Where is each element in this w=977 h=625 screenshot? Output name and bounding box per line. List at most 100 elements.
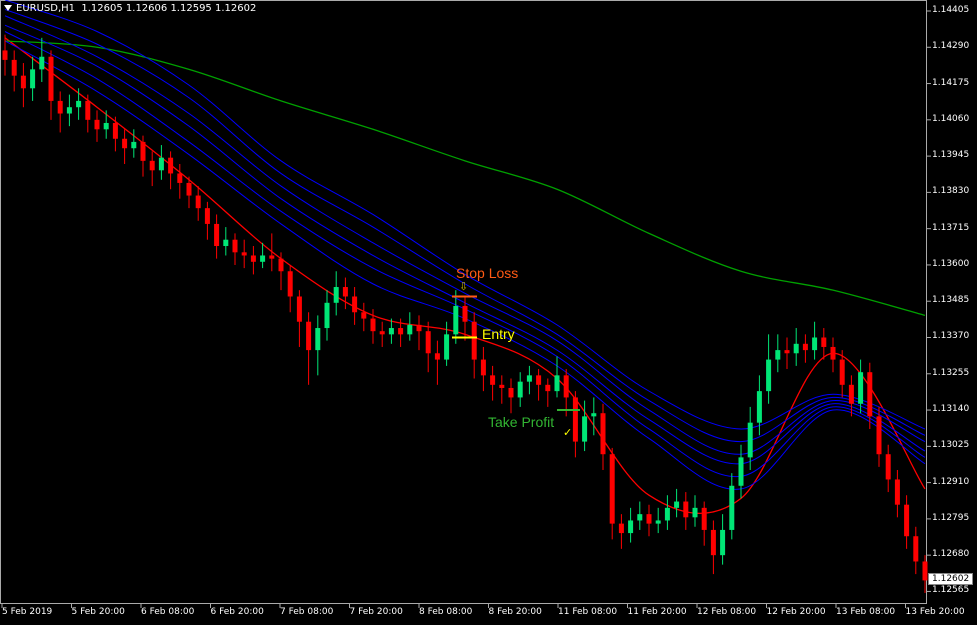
candle-body — [536, 375, 542, 385]
price-tick-label: 1.13140 — [932, 404, 970, 415]
bear-candle — [352, 287, 358, 325]
price-tick-label: 1.14405 — [932, 5, 970, 15]
candle-body — [545, 384, 551, 392]
bear-candle — [462, 296, 468, 341]
price-tick-label: 1.13945 — [932, 150, 970, 161]
bear-candle — [913, 526, 919, 575]
ma-slow-line — [4, 40, 926, 317]
bear-candle — [287, 264, 293, 313]
bear-candle — [379, 321, 385, 347]
candle-body — [802, 343, 808, 351]
candle-body — [913, 536, 919, 562]
candle-body — [416, 324, 422, 332]
bear-candle — [904, 495, 910, 549]
ribbon-line — [4, 8, 926, 443]
bear-candle — [361, 302, 367, 332]
time-tick-label: 6 Feb 08:00 — [141, 607, 195, 617]
bull-candle — [729, 473, 735, 540]
bull-candle — [76, 88, 82, 120]
bear-candle — [57, 91, 63, 133]
candle-body — [186, 182, 192, 196]
price-tick-label: 1.14290 — [932, 41, 970, 52]
candle-body — [407, 324, 413, 335]
bear-candle — [94, 110, 100, 142]
bull-candle — [655, 507, 661, 534]
candle-body — [563, 375, 569, 398]
price-tick-label: 1.12680 — [932, 549, 970, 560]
time-tick-label: 5 Feb 2019 — [2, 607, 53, 617]
dropdown-triangle-icon[interactable] — [4, 5, 12, 11]
bull-candle — [674, 488, 680, 518]
candle-body — [729, 485, 735, 530]
bull-candle — [407, 312, 413, 341]
bear-candle — [296, 290, 302, 347]
candle-body — [158, 157, 164, 171]
candle-body — [57, 100, 63, 114]
bear-candle — [683, 492, 689, 530]
bull-candle — [30, 56, 36, 101]
bear-candle — [839, 350, 845, 398]
ribbon-line — [4, 24, 926, 465]
bear-candle — [416, 315, 422, 351]
price-tick-label: 1.13485 — [932, 295, 970, 306]
bear-candle — [250, 246, 256, 275]
bull-candle — [39, 37, 45, 82]
bull-candle — [66, 94, 72, 127]
candles — [2, 34, 928, 594]
candle-body — [112, 122, 118, 139]
candle-body — [48, 56, 54, 101]
candle-body — [591, 413, 597, 417]
candle-body — [674, 501, 680, 508]
candle-body — [821, 337, 827, 347]
candle-body — [250, 255, 256, 262]
price-tick-label: 1.13025 — [932, 440, 970, 451]
price-tick-label: 1.13830 — [932, 186, 970, 197]
time-tick-label: 13 Feb 20:00 — [905, 607, 965, 617]
candle-body — [600, 413, 606, 455]
price-tick-label: 1.13715 — [932, 222, 970, 233]
plot-border — [0, 0, 927, 604]
candle-body — [333, 287, 339, 303]
bear-candle — [168, 151, 174, 190]
candle-body — [444, 334, 450, 360]
bull-candle — [756, 375, 762, 436]
candle-body — [664, 507, 670, 521]
candle-body — [471, 321, 477, 360]
chart-title: EURUSD,H1 1.12605 1.12606 1.12595 1.1260… — [4, 3, 256, 14]
time-tick-label: 5 Feb 20:00 — [71, 607, 125, 617]
bear-candle — [480, 346, 486, 392]
candle-body — [738, 457, 744, 486]
candle-body — [260, 255, 266, 262]
bear-candle — [536, 369, 542, 401]
candle-body — [30, 69, 36, 89]
candle-body — [894, 479, 900, 505]
bear-candle — [572, 391, 578, 458]
candle-body — [122, 138, 128, 149]
candle-body — [2, 50, 8, 60]
candle-body — [324, 302, 330, 329]
bear-candle — [434, 340, 440, 385]
candle-body — [94, 119, 100, 130]
candle-body — [103, 122, 109, 130]
bear-candle — [618, 514, 624, 549]
bear-candle — [701, 501, 707, 546]
candle-body — [867, 372, 873, 417]
time-tick-label: 12 Feb 08:00 — [697, 607, 757, 617]
bull-candle — [444, 321, 450, 366]
candle-body — [453, 305, 459, 335]
bear-candle — [425, 321, 431, 373]
ribbon-line — [4, 31, 926, 477]
price-tick-label: 1.14175 — [932, 77, 970, 88]
trade-markers — [452, 295, 580, 412]
time-tick-label: 11 Feb 08:00 — [558, 607, 618, 617]
candle-body — [692, 507, 698, 518]
time-tick-label: 13 Feb 08:00 — [836, 607, 896, 617]
entry-label: Entry — [482, 326, 515, 342]
candle-body — [361, 312, 367, 319]
candle-body — [306, 321, 312, 351]
time-tick-label: 11 Feb 20:00 — [627, 607, 687, 617]
candle-body — [848, 384, 854, 404]
indicator-lines — [4, 0, 926, 515]
candle-body — [858, 372, 864, 404]
